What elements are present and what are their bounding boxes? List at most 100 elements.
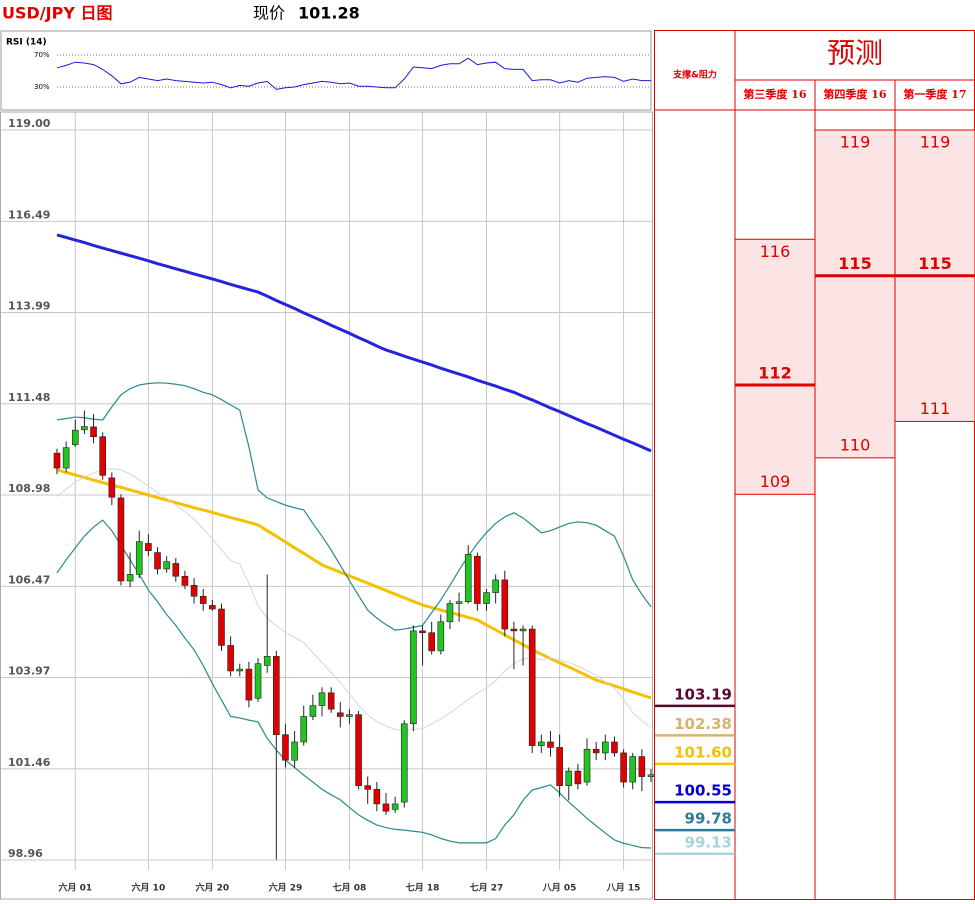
quarter-label: 第三季度 16 bbox=[743, 87, 806, 101]
y-tick-label: 119.00 bbox=[8, 117, 51, 130]
y-tick-label: 111.48 bbox=[8, 391, 50, 404]
candle-body bbox=[519, 628, 527, 632]
level-label: 103.19 bbox=[674, 685, 732, 703]
candle-body bbox=[108, 477, 116, 498]
x-tick-label: 八月 15 bbox=[606, 883, 641, 894]
x-tick-label: 八月 05 bbox=[542, 883, 577, 894]
x-tick-label: 七月 18 bbox=[406, 882, 440, 894]
candle-body bbox=[53, 452, 61, 469]
candle-body bbox=[565, 770, 573, 786]
level-label: 99.13 bbox=[685, 833, 732, 851]
candle-body bbox=[574, 770, 582, 785]
y-tick-label: 101.46 bbox=[8, 756, 51, 769]
candle-body bbox=[336, 712, 344, 717]
forecast-mid-label: 112 bbox=[758, 363, 791, 382]
candle-body bbox=[464, 554, 472, 603]
candle-body bbox=[410, 630, 417, 725]
candle-body bbox=[135, 541, 143, 575]
candle-body bbox=[391, 803, 399, 810]
candle-body bbox=[510, 628, 518, 632]
forecast-low: 109 bbox=[760, 472, 791, 491]
candle-body bbox=[419, 630, 426, 633]
forecast-mid-label: 115 bbox=[838, 254, 871, 273]
candle-body bbox=[81, 426, 88, 431]
forecast-low: 110 bbox=[840, 435, 871, 454]
y-tick-label: 116.49 bbox=[8, 208, 50, 221]
indicator-line bbox=[56, 382, 652, 631]
candle-body bbox=[126, 574, 134, 582]
candle-body bbox=[263, 656, 271, 666]
candle-body bbox=[382, 803, 390, 812]
rsi-frame bbox=[0, 30, 652, 111]
forecast-title: 预测 bbox=[827, 37, 883, 70]
rsi-line bbox=[56, 57, 651, 90]
indicator-line bbox=[56, 233, 652, 453]
candle-body bbox=[327, 692, 335, 710]
indicator-line bbox=[56, 468, 652, 700]
candle-body bbox=[236, 668, 244, 672]
candle-body bbox=[99, 436, 106, 476]
candle-body bbox=[254, 663, 262, 699]
x-tick-label: 六月 10 bbox=[132, 882, 166, 894]
candle-body bbox=[172, 563, 180, 577]
candle-body bbox=[145, 543, 152, 552]
x-tick-label: 七月 08 bbox=[333, 882, 367, 894]
candle-body bbox=[190, 585, 198, 597]
forecast-high: 119 bbox=[920, 133, 951, 152]
x-tick-label: 六月 01 bbox=[58, 882, 92, 894]
candle-body bbox=[647, 774, 655, 777]
forecast-range bbox=[734, 238, 816, 495]
y-tick-label: 106.47 bbox=[8, 573, 50, 586]
candle-body bbox=[90, 426, 97, 438]
candle-body bbox=[346, 714, 353, 717]
candle-body bbox=[245, 668, 253, 701]
x-tick-label: 七月 27 bbox=[470, 882, 504, 894]
y-tick-label: 108.98 bbox=[8, 482, 50, 495]
forecast-mid-label: 115 bbox=[918, 254, 951, 273]
candle-body bbox=[199, 595, 207, 604]
forecast-high: 116 bbox=[760, 242, 791, 261]
forecast-low: 111 bbox=[920, 399, 951, 418]
candle-body bbox=[218, 608, 225, 646]
forecast-high: 119 bbox=[840, 133, 871, 152]
candle-body bbox=[400, 723, 408, 803]
x-tick-label: 六月 20 bbox=[196, 882, 230, 894]
candle-body bbox=[483, 592, 490, 604]
candle-body bbox=[309, 705, 317, 717]
level-label: 102.38 bbox=[674, 715, 732, 733]
candle-body bbox=[209, 605, 216, 610]
candle-body bbox=[227, 645, 234, 672]
candle-body bbox=[117, 497, 125, 582]
candle-body bbox=[455, 601, 463, 604]
candle-body bbox=[501, 579, 509, 630]
candle-body bbox=[583, 748, 591, 783]
indicator-line bbox=[56, 519, 652, 849]
candle-body bbox=[620, 752, 627, 783]
candle-body bbox=[181, 575, 189, 586]
candle-body bbox=[556, 747, 563, 786]
candle-body bbox=[62, 447, 70, 469]
rsi-tick-label: 30% bbox=[34, 83, 50, 91]
candle-body bbox=[474, 555, 481, 604]
candle-body bbox=[154, 552, 161, 570]
candle-body bbox=[273, 656, 280, 735]
x-tick-label: 六月 29 bbox=[269, 882, 303, 894]
candle-body bbox=[638, 756, 646, 777]
levels-title: 支撑&阻力 bbox=[672, 69, 717, 81]
candle-body bbox=[71, 429, 79, 446]
indicator-line bbox=[56, 468, 652, 731]
candle-body bbox=[437, 621, 445, 652]
candle-body bbox=[364, 785, 372, 790]
level-label: 101.60 bbox=[674, 743, 732, 761]
candle-body bbox=[318, 692, 326, 706]
price: 101.28 bbox=[298, 4, 360, 23]
y-tick-label: 113.99 bbox=[8, 300, 50, 313]
level-label: 100.55 bbox=[674, 782, 732, 800]
candle-body bbox=[355, 714, 362, 786]
title: USD/JPY 日图 bbox=[2, 4, 112, 23]
rsi-tick-label: 70% bbox=[34, 51, 50, 59]
candle-body bbox=[291, 741, 298, 761]
rsi-title: RSI (14) bbox=[6, 38, 47, 48]
candle-body bbox=[446, 603, 454, 623]
